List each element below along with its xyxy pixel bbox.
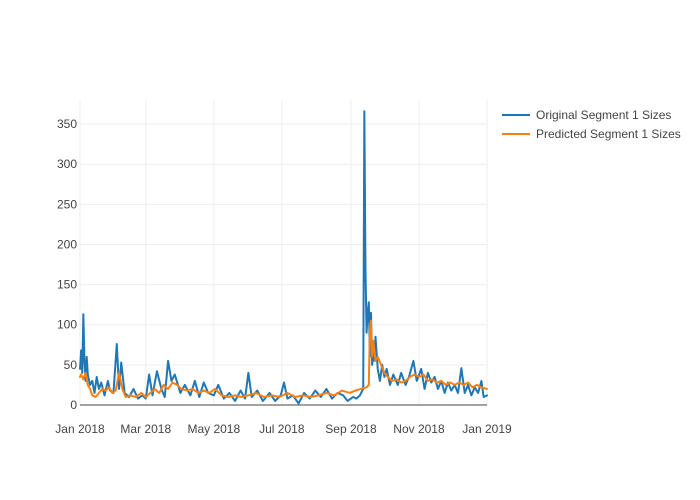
y-tick-label: 300 — [57, 157, 77, 171]
y-tick-label: 0 — [70, 398, 77, 412]
legend-label: Original Segment 1 Sizes — [536, 108, 671, 122]
y-tick-label: 150 — [57, 278, 77, 292]
y-tick-label: 100 — [57, 318, 77, 332]
x-tick-label: Mar 2018 — [120, 422, 171, 436]
x-tick-label: Jan 2018 — [55, 422, 105, 436]
legend[interactable]: Original Segment 1 Sizes Predicted Segmen… — [502, 108, 681, 141]
y-tick-label: 250 — [57, 197, 77, 211]
y-tick-label: 200 — [57, 237, 77, 251]
legend-item-original[interactable]: Original Segment 1 Sizes — [502, 108, 671, 122]
grid-layer — [79, 100, 488, 405]
x-tick-label: Sep 2018 — [325, 422, 377, 436]
axes: Jan 2018 Mar 2018 May 2018 Jul 2018 Sep 2018… — [55, 117, 512, 436]
x-tick-label: May 2018 — [187, 422, 240, 436]
legend-label: Predicted Segment 1 Sizes — [536, 127, 681, 141]
y-tick-label: 50 — [64, 358, 78, 372]
x-tick-label: Jul 2018 — [259, 422, 305, 436]
y-tick-label: 350 — [57, 117, 77, 131]
x-tick-label: Nov 2018 — [393, 422, 445, 436]
x-tick-label: Jan 2019 — [462, 422, 512, 436]
series-layer — [79, 110, 488, 405]
legend-item-predicted[interactable]: Predicted Segment 1 Sizes — [502, 127, 681, 141]
series-line-predicted[interactable] — [79, 319, 488, 398]
